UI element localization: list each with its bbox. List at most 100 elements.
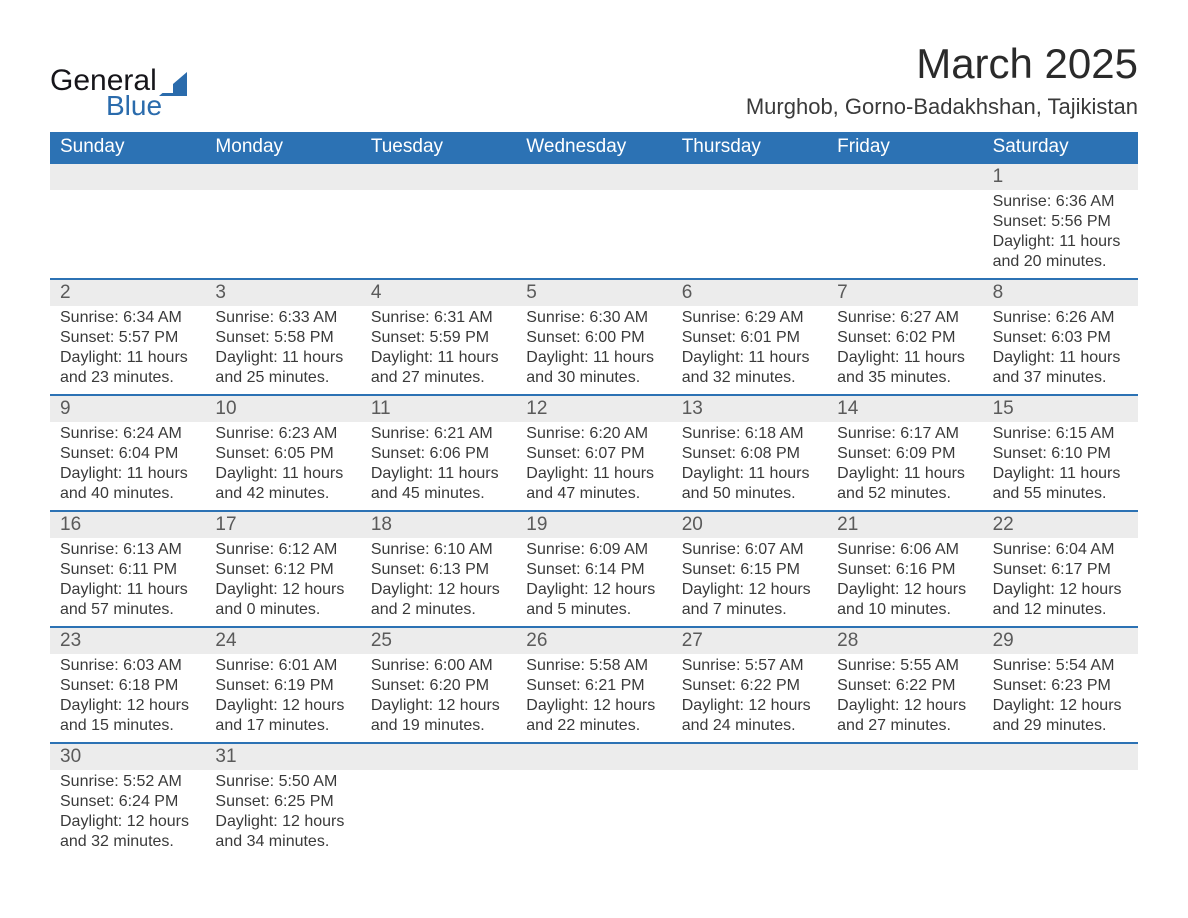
sunset-text: Sunset: 6:03 PM [993,328,1128,348]
sunset-text: Sunset: 6:00 PM [526,328,661,348]
day-cell: Sunrise: 6:30 AMSunset: 6:00 PMDaylight:… [516,306,671,394]
day-cell [672,190,827,278]
sunrise-text: Sunrise: 6:33 AM [215,308,350,328]
day-number [361,744,516,770]
day-number [516,164,671,190]
sunset-text: Sunset: 6:15 PM [682,560,817,580]
day-cell: Sunrise: 6:13 AMSunset: 6:11 PMDaylight:… [50,538,205,626]
day-cell: Sunrise: 5:50 AMSunset: 6:25 PMDaylight:… [205,770,360,858]
day-number: 1 [983,164,1138,190]
daylight-text: Daylight: 12 hours and 7 minutes. [682,580,817,620]
header: General Blue March 2025 Murghob, Gorno-B… [50,40,1138,120]
dayname: Tuesday [361,132,516,164]
logo-word-blue: Blue [106,92,187,120]
day-cell: Sunrise: 6:27 AMSunset: 6:02 PMDaylight:… [827,306,982,394]
sunset-text: Sunset: 6:20 PM [371,676,506,696]
sunrise-text: Sunrise: 6:18 AM [682,424,817,444]
sunset-text: Sunset: 6:11 PM [60,560,195,580]
day-cell [827,190,982,278]
week-datebar: 1 [50,164,1138,190]
sunrise-text: Sunrise: 6:29 AM [682,308,817,328]
day-cell: Sunrise: 6:33 AMSunset: 5:58 PMDaylight:… [205,306,360,394]
daylight-text: Daylight: 12 hours and 19 minutes. [371,696,506,736]
sunrise-text: Sunrise: 5:58 AM [526,656,661,676]
day-cell: Sunrise: 6:23 AMSunset: 6:05 PMDaylight:… [205,422,360,510]
day-cell: Sunrise: 6:07 AMSunset: 6:15 PMDaylight:… [672,538,827,626]
daylight-text: Daylight: 12 hours and 27 minutes. [837,696,972,736]
sunset-text: Sunset: 6:10 PM [993,444,1128,464]
daylight-text: Daylight: 11 hours and 42 minutes. [215,464,350,504]
sunset-text: Sunset: 6:25 PM [215,792,350,812]
day-number: 29 [983,628,1138,654]
day-cell: Sunrise: 6:00 AMSunset: 6:20 PMDaylight:… [361,654,516,742]
sunrise-text: Sunrise: 6:17 AM [837,424,972,444]
sunrise-text: Sunrise: 5:57 AM [682,656,817,676]
daylight-text: Daylight: 11 hours and 45 minutes. [371,464,506,504]
day-number: 21 [827,512,982,538]
calendar: Sunday Monday Tuesday Wednesday Thursday… [50,132,1138,858]
week-row: Sunrise: 6:36 AMSunset: 5:56 PMDaylight:… [50,190,1138,278]
day-number: 27 [672,628,827,654]
daylight-text: Daylight: 12 hours and 12 minutes. [993,580,1128,620]
day-cell [50,190,205,278]
day-cell: Sunrise: 6:31 AMSunset: 5:59 PMDaylight:… [361,306,516,394]
day-number: 25 [361,628,516,654]
day-cell: Sunrise: 6:17 AMSunset: 6:09 PMDaylight:… [827,422,982,510]
sunset-text: Sunset: 6:01 PM [682,328,817,348]
day-cell: Sunrise: 6:20 AMSunset: 6:07 PMDaylight:… [516,422,671,510]
day-number: 26 [516,628,671,654]
day-cell [516,770,671,858]
sunset-text: Sunset: 6:18 PM [60,676,195,696]
day-number: 19 [516,512,671,538]
week-datebar: 3031 [50,742,1138,770]
day-cell: Sunrise: 5:54 AMSunset: 6:23 PMDaylight:… [983,654,1138,742]
week-datebar: 23242526272829 [50,626,1138,654]
day-number: 8 [983,280,1138,306]
sunset-text: Sunset: 6:12 PM [215,560,350,580]
sunset-text: Sunset: 6:17 PM [993,560,1128,580]
sunrise-text: Sunrise: 5:50 AM [215,772,350,792]
daylight-text: Daylight: 12 hours and 10 minutes. [837,580,972,620]
sunrise-text: Sunrise: 6:07 AM [682,540,817,560]
dayname: Wednesday [516,132,671,164]
day-number: 22 [983,512,1138,538]
dayname: Saturday [983,132,1138,164]
day-cell: Sunrise: 6:26 AMSunset: 6:03 PMDaylight:… [983,306,1138,394]
day-cell: Sunrise: 6:03 AMSunset: 6:18 PMDaylight:… [50,654,205,742]
daylight-text: Daylight: 12 hours and 15 minutes. [60,696,195,736]
daylight-text: Daylight: 11 hours and 37 minutes. [993,348,1128,388]
day-cell: Sunrise: 6:36 AMSunset: 5:56 PMDaylight:… [983,190,1138,278]
week-row: Sunrise: 6:13 AMSunset: 6:11 PM Daylight:… [50,538,1138,626]
daylight-text: Daylight: 11 hours and 25 minutes. [215,348,350,388]
daylight-text: Daylight: 11 hours and 20 minutes. [993,232,1128,272]
day-cell: Sunrise: 5:52 AMSunset: 6:24 PMDaylight:… [50,770,205,858]
day-number: 12 [516,396,671,422]
dayname-row: Sunday Monday Tuesday Wednesday Thursday… [50,132,1138,164]
sunset-text: Sunset: 6:14 PM [526,560,661,580]
sunset-text: Sunset: 6:13 PM [371,560,506,580]
sunrise-text: Sunrise: 6:36 AM [993,192,1128,212]
sunset-text: Sunset: 6:09 PM [837,444,972,464]
week-datebar: 2345678 [50,278,1138,306]
day-number: 30 [50,744,205,770]
daylight-text: Daylight: 11 hours and 50 minutes. [682,464,817,504]
week-row: Sunrise: 6:24 AMSunset: 6:04 PMDaylight:… [50,422,1138,510]
sunset-text: Sunset: 6:08 PM [682,444,817,464]
sunset-text: Sunset: 6:21 PM [526,676,661,696]
day-number [672,744,827,770]
sunrise-text: Sunrise: 5:55 AM [837,656,972,676]
daylight-text: Daylight: 11 hours and 32 minutes. [682,348,817,388]
sunrise-text: Sunrise: 6:15 AM [993,424,1128,444]
sunset-text: Sunset: 5:58 PM [215,328,350,348]
day-cell [983,770,1138,858]
daylight-text: Daylight: 12 hours and 32 minutes. [60,812,195,852]
day-cell: Sunrise: 5:55 AMSunset: 6:22 PMDaylight:… [827,654,982,742]
day-cell: Sunrise: 6:24 AMSunset: 6:04 PMDaylight:… [50,422,205,510]
day-number: 15 [983,396,1138,422]
daylight-text: Daylight: 11 hours and 40 minutes. [60,464,195,504]
sunset-text: Sunset: 6:16 PM [837,560,972,580]
sunrise-text: Sunrise: 6:13 AM [60,540,195,560]
daylight-text: Daylight: 12 hours and 17 minutes. [215,696,350,736]
sunrise-text: Sunrise: 6:09 AM [526,540,661,560]
daylight-text: Daylight: 12 hours and 2 minutes. [371,580,506,620]
